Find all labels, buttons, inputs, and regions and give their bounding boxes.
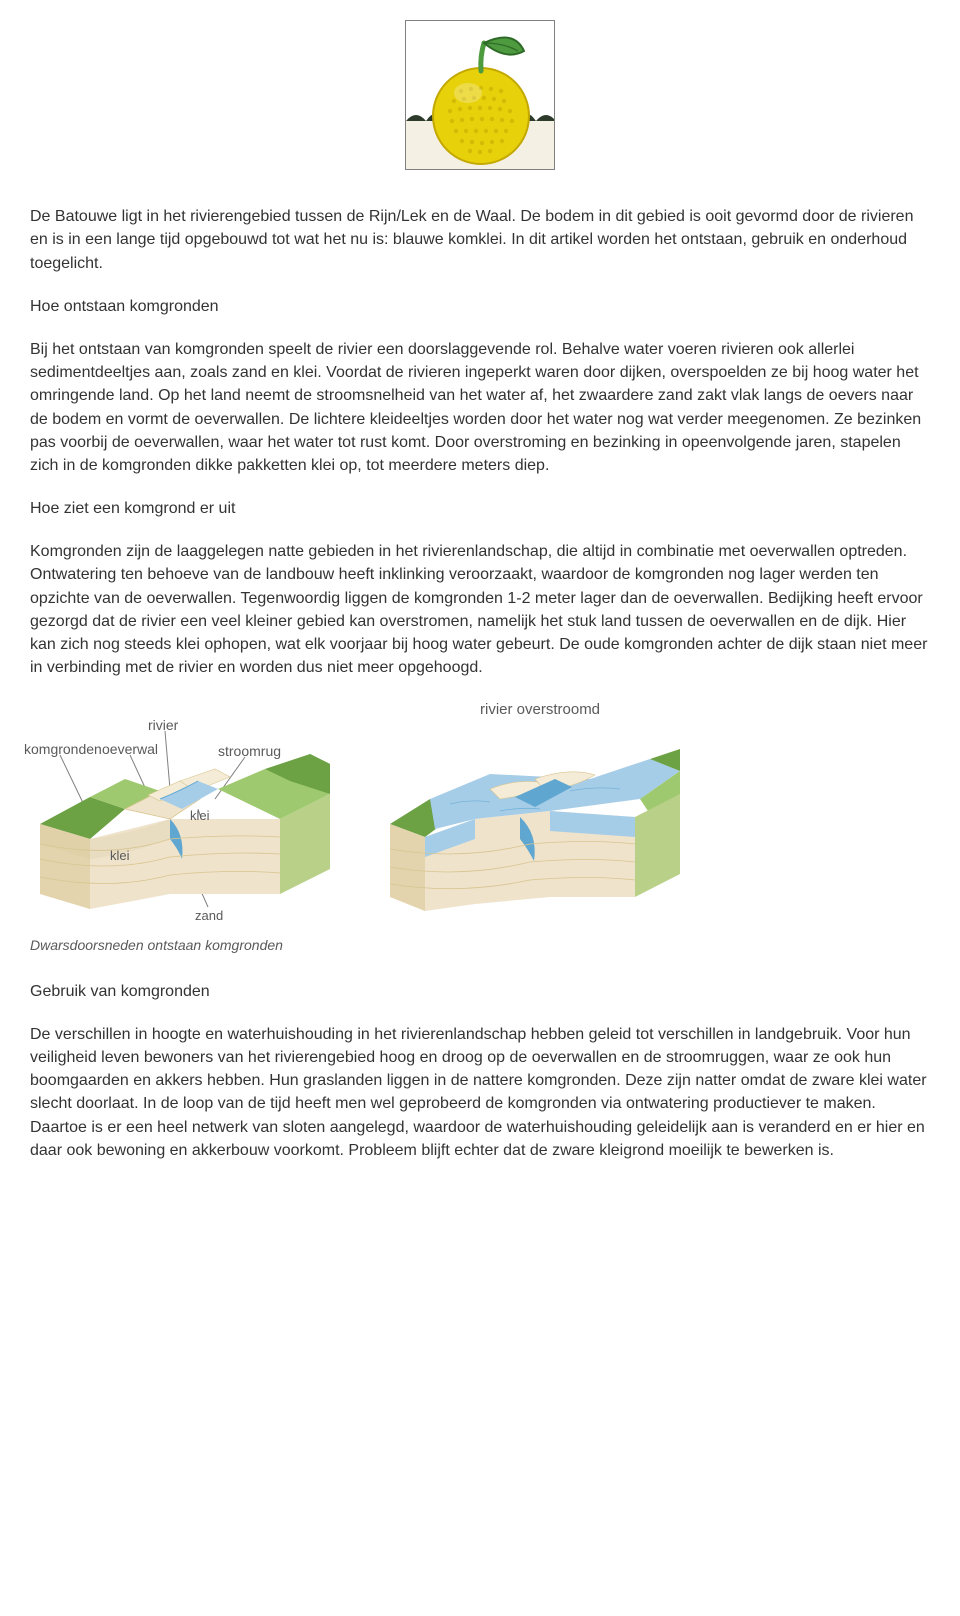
paragraph-hoe-ziet: Komgronden zijn de laaggelegen natte geb…	[30, 540, 930, 679]
logo-image	[405, 20, 555, 170]
logo-container	[30, 20, 930, 177]
paragraph-gebruik: De verschillen in hoogte en waterhuishou…	[30, 1023, 930, 1162]
label-rivier-overstroomd: rivier overstroomd	[480, 699, 600, 721]
heading-hoe-ontstaan: Hoe ontstaan komgronden	[30, 295, 930, 318]
diagram-caption: Dwarsdoorsneden ontstaan komgronden	[30, 935, 930, 955]
heading-hoe-ziet: Hoe ziet een komgrond er uit	[30, 497, 930, 520]
diagram-right: rivier overstroomd	[380, 699, 690, 929]
intro-paragraph: De Batouwe ligt in het rivierengebied tu…	[30, 205, 930, 275]
diagram-left: rivier komgronden oeverwal stroomrug kle…	[30, 699, 340, 929]
label-komgronden: komgronden	[24, 739, 102, 759]
label-rivier: rivier	[148, 715, 178, 735]
label-zand: zand	[195, 907, 223, 926]
diagram-section: rivier komgronden oeverwal stroomrug kle…	[30, 699, 930, 955]
label-oeverwal: oeverwal	[102, 739, 158, 759]
label-klei-2: klei	[110, 847, 130, 866]
heading-gebruik: Gebruik van komgronden	[30, 980, 930, 1003]
paragraph-ontstaan: Bij het ontstaan van komgronden speelt d…	[30, 338, 930, 477]
label-stroomrug: stroomrug	[218, 741, 281, 761]
label-klei-1: klei	[190, 807, 210, 826]
